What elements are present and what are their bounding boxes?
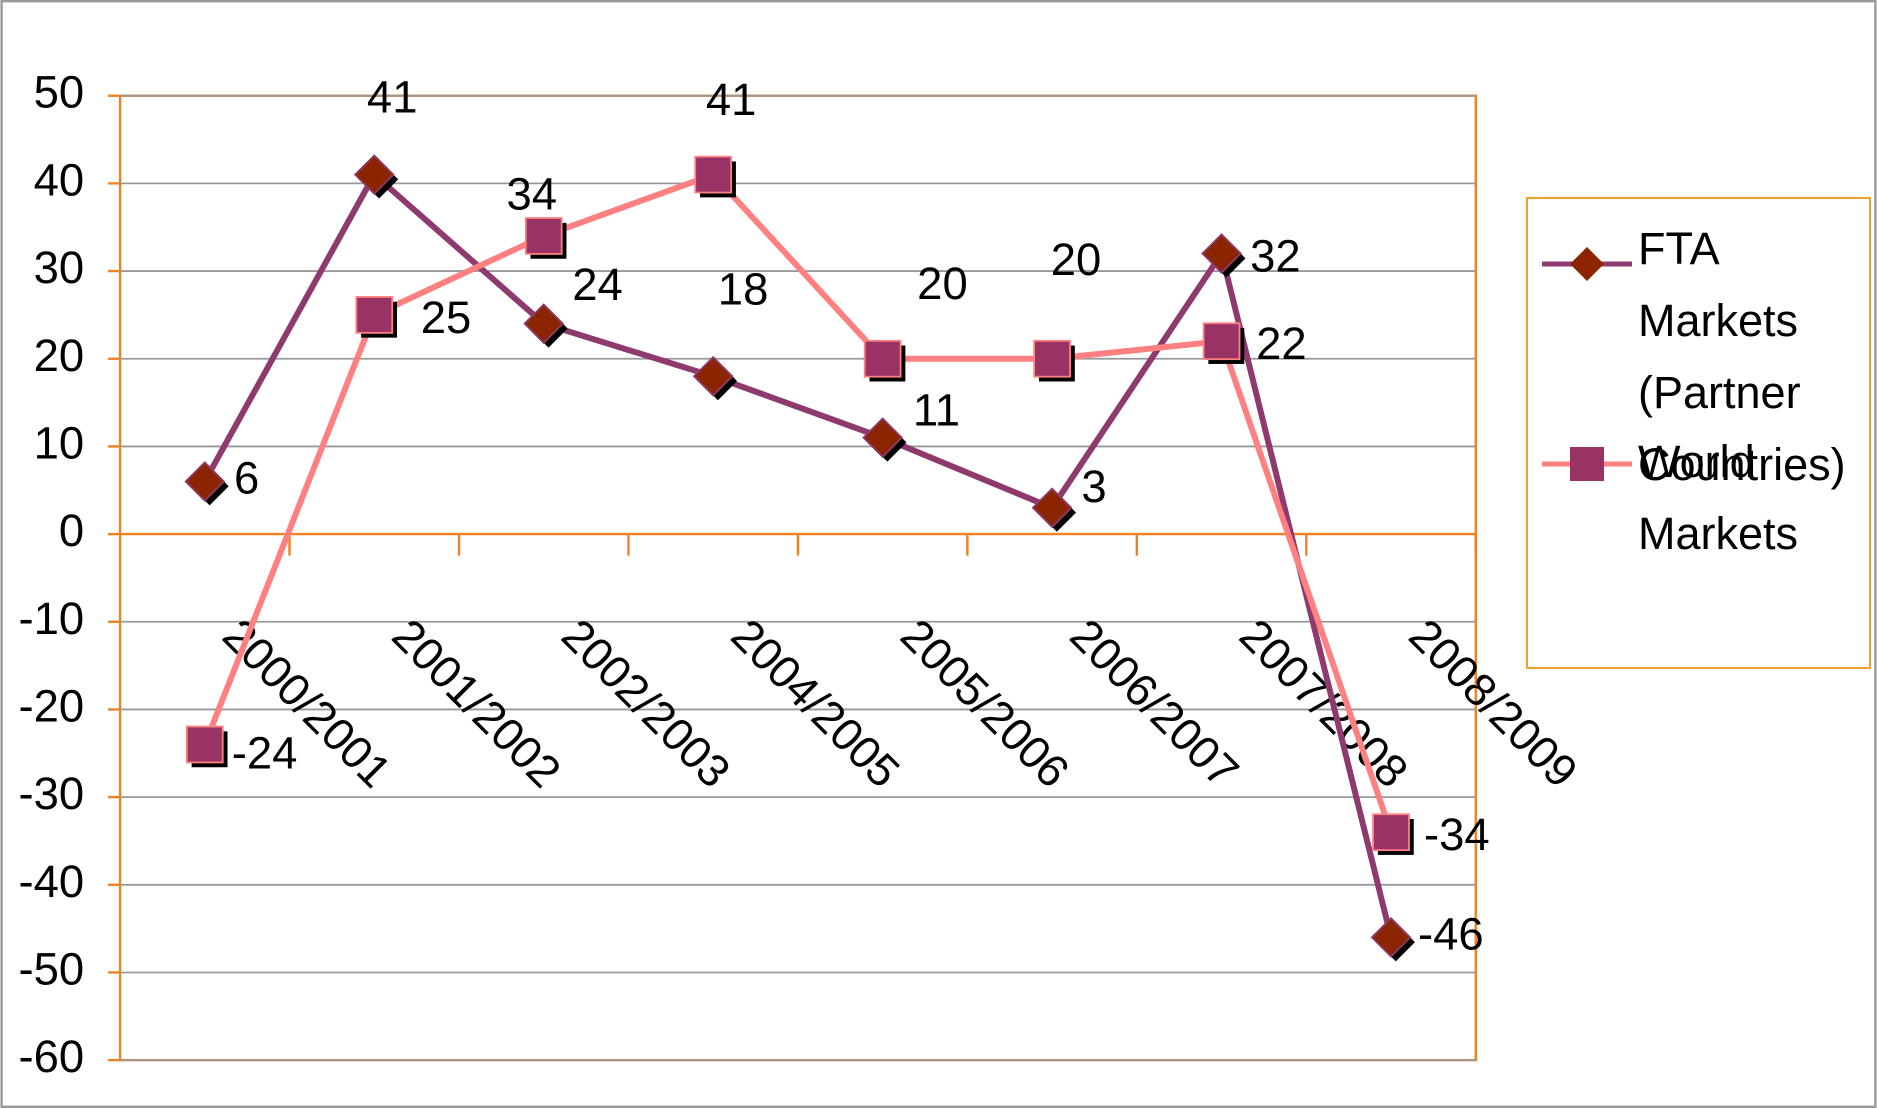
y-tick-label: -20 bbox=[18, 680, 84, 731]
y-tick-label: 10 bbox=[34, 417, 85, 468]
y-tick-label: 50 bbox=[34, 67, 85, 118]
marker bbox=[692, 355, 734, 397]
marker bbox=[1202, 322, 1241, 361]
marker bbox=[524, 217, 563, 255]
legend: FTA Markets (Partner Countries) World Ma… bbox=[1526, 197, 1871, 669]
data-label: 11 bbox=[913, 385, 960, 436]
data-label: -46 bbox=[1418, 908, 1484, 959]
y-tick-label: 0 bbox=[59, 505, 84, 556]
data-label: 22 bbox=[1256, 318, 1307, 369]
legend-key bbox=[1542, 247, 1632, 281]
marker bbox=[1033, 339, 1071, 378]
marker bbox=[185, 725, 224, 764]
data-label: 41 bbox=[367, 71, 418, 122]
x-tick-label: 2005/2006 bbox=[891, 609, 1079, 797]
marker bbox=[1372, 813, 1410, 852]
series-line bbox=[202, 171, 1394, 834]
marker bbox=[1370, 916, 1412, 958]
data-label: 20 bbox=[1051, 234, 1102, 285]
data-label: 32 bbox=[1250, 231, 1301, 282]
data-label: 3 bbox=[1081, 461, 1106, 512]
y-tick-label: -30 bbox=[18, 768, 84, 819]
x-tick-label: 2006/2007 bbox=[1060, 609, 1248, 797]
marker bbox=[523, 303, 565, 345]
marker bbox=[862, 417, 904, 459]
series-line bbox=[202, 169, 1394, 939]
legend-key bbox=[1542, 447, 1632, 481]
x-tick-label: 2002/2003 bbox=[552, 609, 740, 797]
y-tick-label: 30 bbox=[34, 242, 85, 293]
x-tick-label: 2001/2002 bbox=[383, 609, 571, 797]
marker bbox=[1201, 233, 1242, 274]
marker bbox=[353, 154, 395, 196]
y-tick-label: -10 bbox=[18, 593, 84, 644]
data-label: -24 bbox=[232, 727, 298, 778]
legend-label: FTA Markets (Partner Countries) bbox=[1638, 223, 1846, 490]
marker bbox=[863, 339, 902, 378]
data-label: 25 bbox=[421, 292, 472, 343]
legend-label: World Markets bbox=[1638, 436, 1799, 559]
data-label: 34 bbox=[506, 169, 557, 220]
y-tick-label: 20 bbox=[34, 330, 85, 381]
data-label: -34 bbox=[1424, 809, 1490, 860]
x-tick-label: 2004/2005 bbox=[722, 609, 910, 797]
data-label: 24 bbox=[572, 259, 623, 310]
y-tick-label: -50 bbox=[18, 943, 84, 994]
data-label: 6 bbox=[234, 453, 259, 504]
data-label: 20 bbox=[917, 258, 968, 309]
marker bbox=[694, 155, 733, 194]
y-tick-label: -40 bbox=[18, 856, 84, 907]
y-tick-label: 40 bbox=[34, 154, 85, 205]
marker bbox=[184, 461, 226, 502]
marker bbox=[1031, 487, 1073, 529]
marker bbox=[355, 296, 394, 334]
y-tick-label: -60 bbox=[18, 1031, 84, 1082]
data-label: 41 bbox=[706, 74, 757, 125]
data-label: 18 bbox=[718, 264, 769, 315]
